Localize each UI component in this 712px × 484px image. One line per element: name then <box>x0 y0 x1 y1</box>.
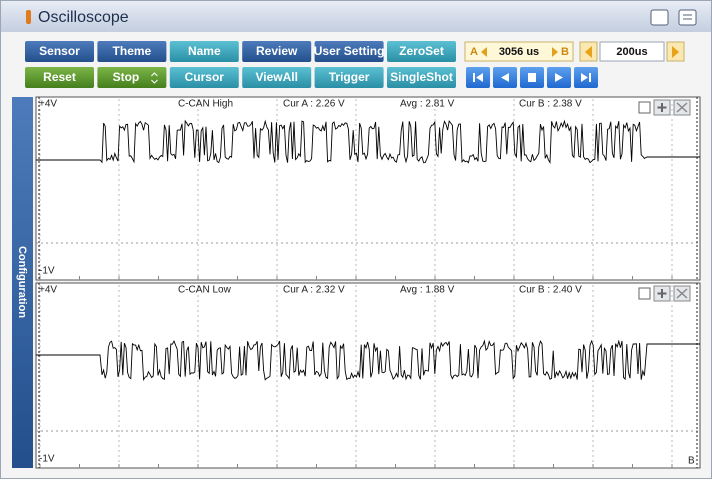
scale-top-label: +4V <box>39 99 57 110</box>
close-icon <box>676 288 688 299</box>
toolbar-button[interactable] <box>242 67 312 88</box>
scale-bottom-label: -1V <box>39 454 55 465</box>
side-tab-label: Configuration <box>16 246 28 318</box>
zoom-icon <box>657 103 667 112</box>
average-reading: Avg : 2.81 V <box>400 99 455 110</box>
cursor-time-box[interactable] <box>464 41 574 62</box>
select-checkbox[interactable] <box>638 101 651 114</box>
cursor-b-label: B <box>561 46 569 58</box>
toolbar-button-label: Review <box>256 44 298 58</box>
scale-top-label: +4V <box>39 285 57 296</box>
toolbar-button[interactable] <box>97 67 167 88</box>
dropdown-icon <box>151 72 158 84</box>
channel-name: C-CAN Low <box>178 285 232 296</box>
toolbar-button[interactable] <box>97 41 167 62</box>
toolbar-button[interactable] <box>387 67 456 88</box>
scope-panel <box>35 282 701 469</box>
side-tab[interactable] <box>12 97 33 468</box>
cursor-a-reading: Cur A : 2.32 V <box>283 285 345 296</box>
toolbar-button-label: Reset <box>43 70 76 84</box>
title-icon <box>26 10 31 24</box>
cursor-a-label: A <box>470 46 478 58</box>
toolbar-button-label: Trigger <box>329 70 370 84</box>
close-icon <box>676 102 688 113</box>
toolbar-button-label: ViewAll <box>255 70 297 84</box>
average-reading: Avg : 1.88 V <box>400 285 455 296</box>
time-div-box[interactable] <box>599 41 665 62</box>
toolbar-button-label: Sensor <box>39 44 80 58</box>
toolbar-button[interactable] <box>314 67 384 88</box>
signal-trace <box>36 119 700 165</box>
cursor-b-reading: Cur B : 2.40 V <box>519 285 582 296</box>
signal-trace <box>36 339 700 382</box>
scope-panel <box>35 96 701 281</box>
channel-name: C-CAN High <box>178 99 233 110</box>
toolbar-button[interactable] <box>169 41 239 62</box>
cursor-b-reading: Cur B : 2.38 V <box>519 99 582 110</box>
scale-bottom-label: -1V <box>39 266 55 277</box>
toolbar-button[interactable] <box>25 67 94 88</box>
title-bar <box>1 1 711 32</box>
toolbar-button-label: User Setting <box>314 44 385 58</box>
toolbar-button-label: Name <box>188 44 221 58</box>
cursor-a-reading: Cur A : 2.26 V <box>283 99 345 110</box>
toolbar-button[interactable] <box>169 67 239 88</box>
toolbar-button[interactable] <box>25 41 94 62</box>
toolbar-button-label: SingleShot <box>390 70 453 84</box>
restore-button[interactable] <box>650 9 669 26</box>
toolbar-button-label: ZeroSet <box>399 44 444 58</box>
time-div-value: 200us <box>616 46 647 58</box>
zoom-icon <box>657 289 667 298</box>
select-checkbox[interactable] <box>638 287 651 300</box>
window-title: Oscilloscope <box>38 9 129 26</box>
close-button[interactable] <box>678 9 697 26</box>
cursor-time-value: 3056 us <box>499 46 539 58</box>
toolbar-button-label: Theme <box>113 44 152 58</box>
toolbar-button[interactable] <box>242 41 312 62</box>
toolbar-button[interactable] <box>314 41 384 62</box>
toolbar-button-label: Cursor <box>185 70 225 84</box>
toolbar-button-label: Stop <box>113 70 140 84</box>
cursor-b-marker: B <box>688 456 695 467</box>
toolbar-button[interactable] <box>387 41 456 62</box>
playback-controls <box>466 67 598 88</box>
